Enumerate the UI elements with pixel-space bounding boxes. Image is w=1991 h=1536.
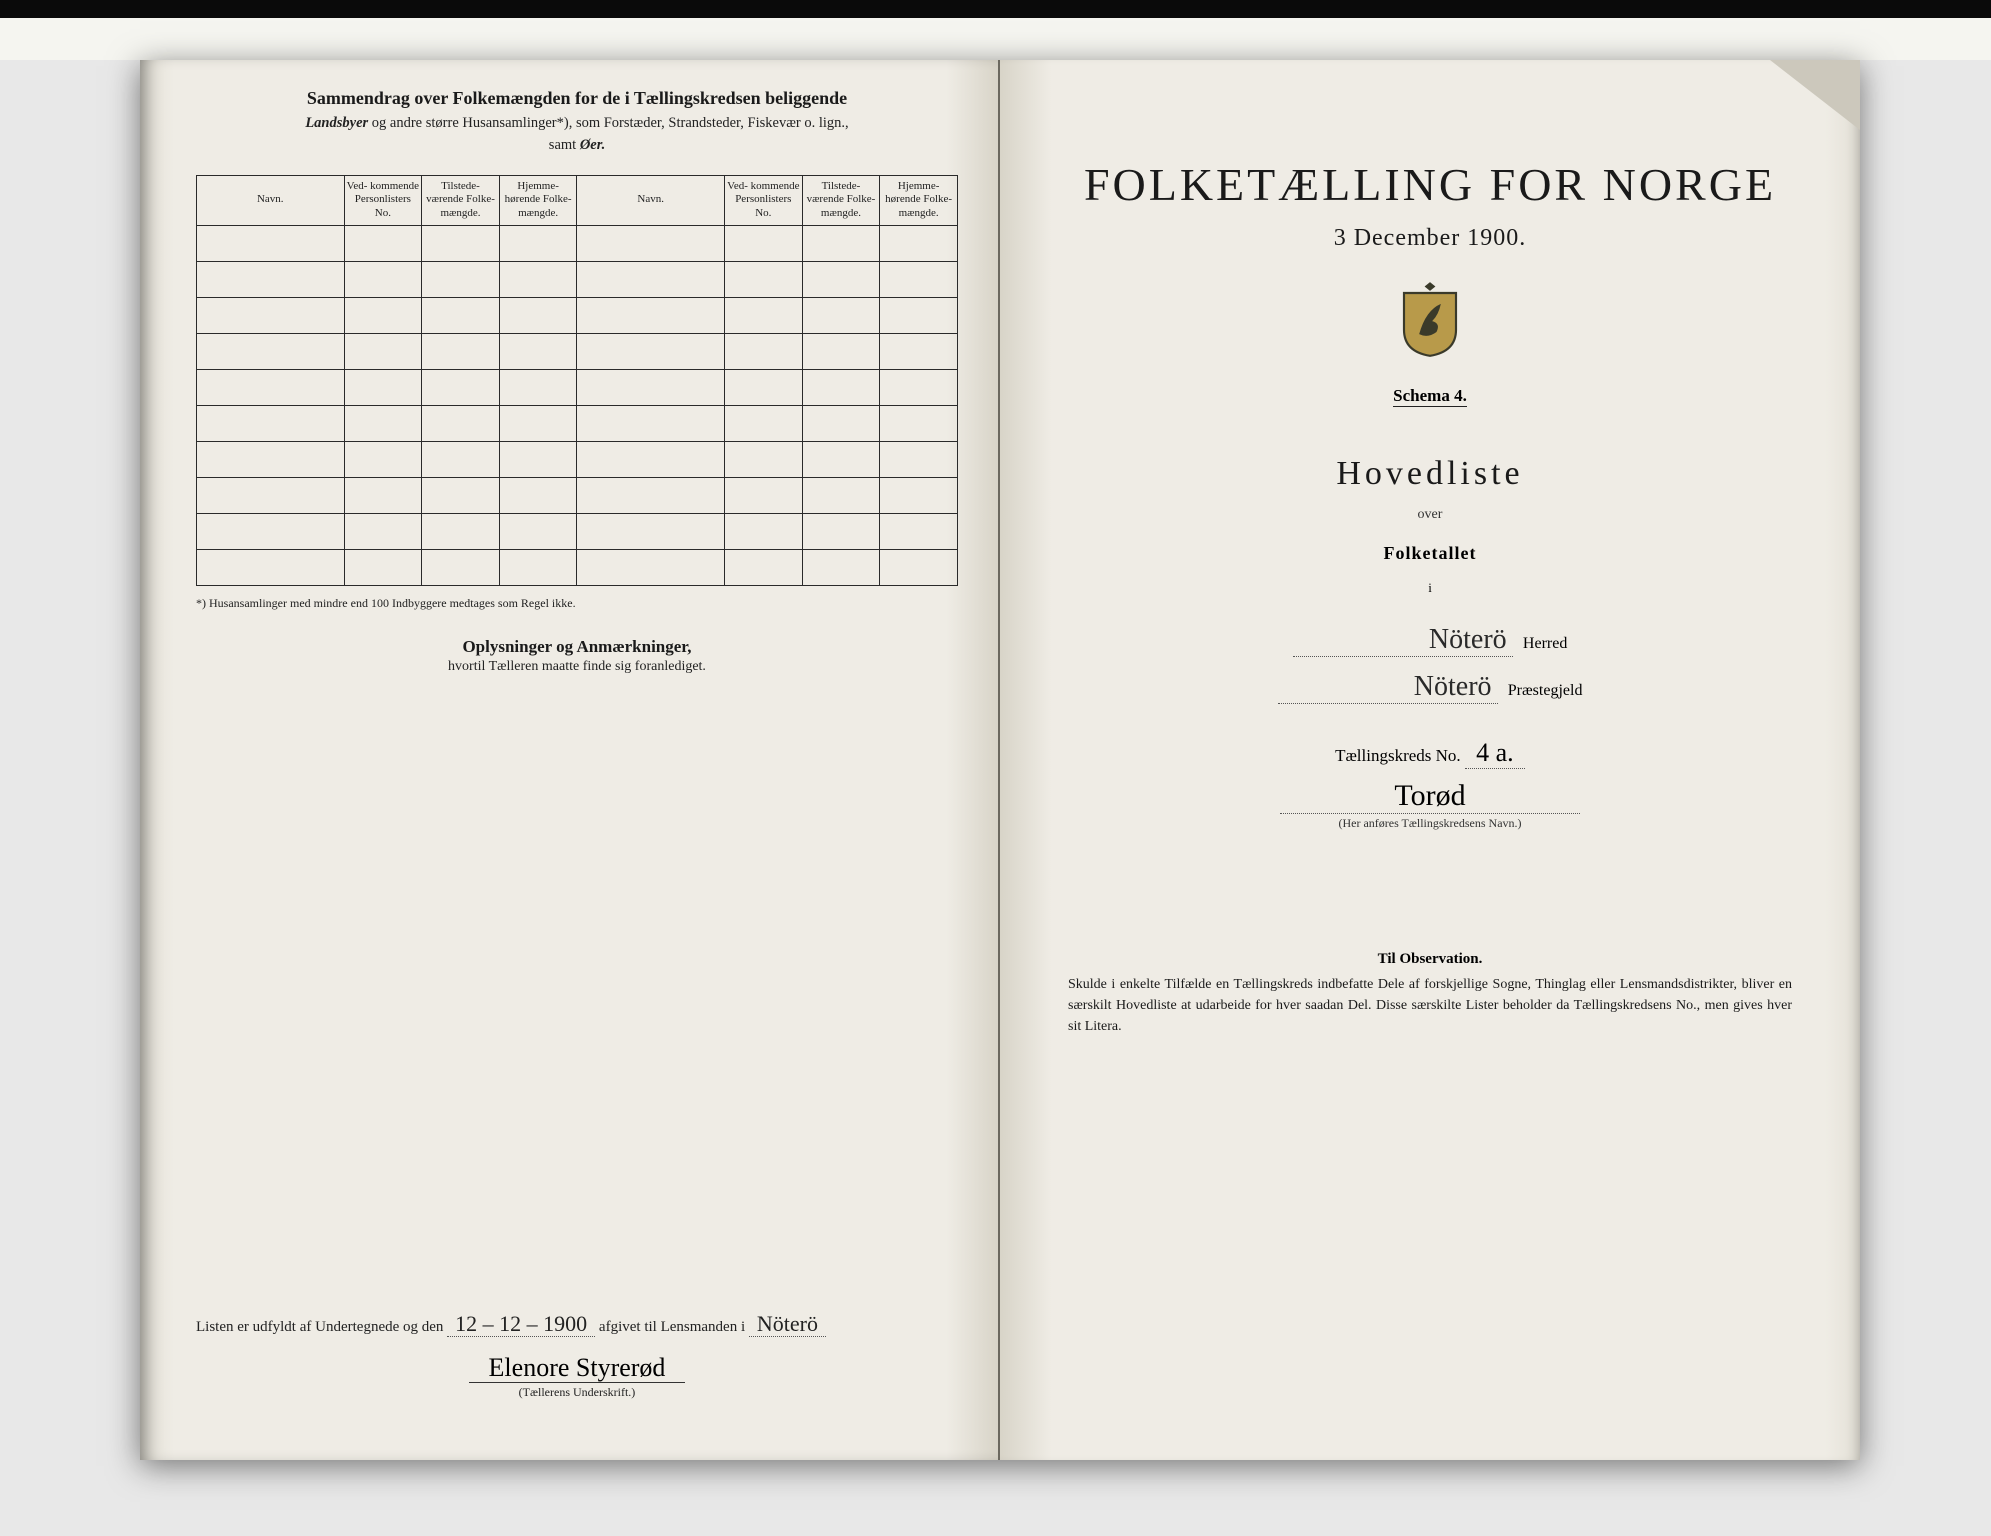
- signature-block: Elenore Styrerød (Tællerens Underskrift.…: [196, 1353, 958, 1400]
- listen-date: 12 – 12 – 1900: [447, 1311, 595, 1337]
- oplys-title: Oplysninger og Anmærkninger,: [196, 637, 958, 657]
- kreds-name: Torød: [1280, 779, 1580, 814]
- col-hjem-2: Hjemme- hørende Folke- mængde.: [880, 175, 958, 225]
- left-sub-a: Landsbyer: [305, 115, 368, 131]
- praeste-value: Nöterö: [1278, 671, 1498, 704]
- col-person-2: Ved- kommende Personlisters No.: [724, 175, 802, 225]
- left-bottom: Listen er udfyldt af Undertegnede og den…: [196, 1311, 958, 1400]
- col-person-1: Ved- kommende Personlisters No.: [344, 175, 422, 225]
- kreds-label: Tællingskreds No.: [1335, 746, 1461, 765]
- frame-top-bar: [0, 0, 1991, 60]
- folketallet: Folketallet: [1048, 543, 1812, 564]
- census-title: FOLKETÆLLING FOR NORGE: [1048, 158, 1812, 211]
- table-row: [197, 297, 958, 333]
- table-row: [197, 225, 958, 261]
- left-page: Sammendrag over Folkemængden for de i Tæ…: [140, 60, 1000, 1460]
- kreds-no: 4 a.: [1465, 738, 1525, 769]
- signature-caption: (Tællerens Underskrift.): [196, 1385, 958, 1400]
- table-body: [197, 225, 958, 585]
- oplys-sub: hvortil Tælleren maatte finde sig foranl…: [196, 659, 958, 675]
- observation-body: Skulde i enkelte Tilfælde en Tællingskre…: [1048, 974, 1812, 1037]
- kreds-row: Tællingskreds No. 4 a.: [1048, 738, 1812, 769]
- kreds-caption: (Her anføres Tællingskredsens Navn.): [1048, 816, 1812, 831]
- left-title-text: Sammendrag over Folkemængden for de i Tæ…: [307, 88, 847, 108]
- left-sub2a: samt: [549, 137, 580, 153]
- coat-of-arms-icon: [1397, 280, 1463, 358]
- col-navn-1: Navn.: [197, 175, 345, 225]
- praeste-row: Nöterö Præstegjeld: [1048, 671, 1812, 704]
- over-label: over: [1048, 507, 1812, 523]
- census-date: 3 December 1900.: [1048, 225, 1812, 252]
- listen-prefix: Listen er udfyldt af Undertegnede og den: [196, 1319, 443, 1335]
- table-row: [197, 333, 958, 369]
- signature: Elenore Styrerød: [469, 1353, 686, 1383]
- herred-row: Nöterö Herred: [1048, 624, 1812, 657]
- praeste-label: Præstegjeld: [1508, 682, 1583, 699]
- hovedliste: Hovedliste: [1048, 455, 1812, 493]
- col-hjem-1: Hjemme- hørende Folke- mængde.: [499, 175, 577, 225]
- table-header-row: Navn. Ved- kommende Personlisters No. Ti…: [197, 175, 958, 225]
- left-title: Sammendrag over Folkemængden for de i Tæ…: [196, 88, 958, 109]
- schema-label: Schema 4.: [1393, 386, 1467, 407]
- herred-value: Nöterö: [1293, 624, 1513, 657]
- footnote: *) Husansamlinger med mindre end 100 Ind…: [196, 596, 958, 611]
- table-row: [197, 369, 958, 405]
- left-subtitle: Landsbyer og andre større Husansamlinger…: [196, 113, 958, 157]
- listen-line: Listen er udfyldt af Undertegnede og den…: [196, 1311, 958, 1337]
- table-row: [197, 549, 958, 585]
- table-row: [197, 441, 958, 477]
- table-row: [197, 261, 958, 297]
- col-tilst-2: Tilstede- værende Folke- mængde.: [802, 175, 880, 225]
- kreds-name-row: Torød: [1048, 779, 1812, 814]
- col-navn-2: Navn.: [577, 175, 725, 225]
- book-spread: Sammendrag over Folkemængden for de i Tæ…: [140, 60, 1860, 1460]
- herred-label: Herred: [1523, 635, 1567, 652]
- i-label: i: [1048, 580, 1812, 596]
- listen-mid: afgivet til Lensmanden i: [599, 1319, 745, 1335]
- table-row: [197, 513, 958, 549]
- table-row: [197, 405, 958, 441]
- dog-ear-icon: [1770, 60, 1860, 130]
- observation-title: Til Observation.: [1048, 951, 1812, 968]
- listen-place: Nöterö: [749, 1311, 826, 1337]
- left-sub-b: og andre større Husansamlinger*), som Fo…: [368, 115, 849, 131]
- left-sub2b: Øer.: [580, 137, 605, 153]
- summary-table: Navn. Ved- kommende Personlisters No. Ti…: [196, 175, 958, 586]
- right-page: FOLKETÆLLING FOR NORGE 3 December 1900. …: [1000, 60, 1860, 1460]
- col-tilst-1: Tilstede- værende Folke- mængde.: [422, 175, 500, 225]
- table-row: [197, 477, 958, 513]
